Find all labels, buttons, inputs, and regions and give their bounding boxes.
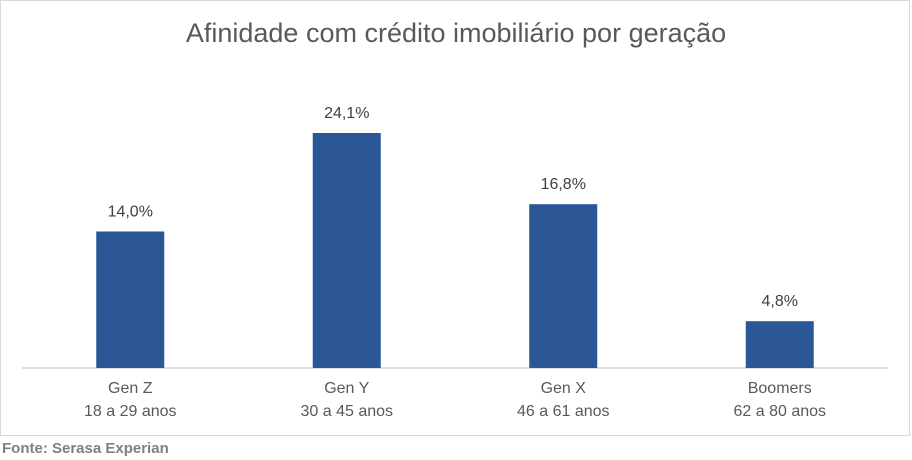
category-sublabel-0: 18 a 29 anos — [84, 403, 177, 420]
data-label-2: 16,8% — [541, 176, 586, 193]
category-sublabel-2: 46 a 61 anos — [517, 403, 610, 420]
bar-3 — [745, 321, 814, 368]
category-label-0: Gen Z — [108, 380, 153, 397]
source-note: Fonte: Serasa Experian — [2, 440, 169, 457]
category-sublabel-1: 30 a 45 anos — [300, 403, 393, 420]
category-label-3: Boomers — [748, 380, 812, 397]
bar-chart: 14,0% Gen Z 18 a 29 anos 24,1% Gen Y 30 a 45 … — [22, 105, 888, 420]
data-label-1: 24,1% — [324, 105, 369, 122]
chart-title: Afinidade com crédito imobiliário por ge… — [185, 18, 727, 48]
data-label-3: 4,8% — [762, 293, 798, 310]
category-label-2: Gen X — [541, 380, 587, 397]
bar-0 — [96, 231, 165, 368]
category-label-1: Gen Y — [324, 380, 369, 397]
bar-2 — [529, 204, 598, 368]
data-label-0: 14,0% — [108, 203, 153, 220]
bar-1 — [312, 133, 381, 368]
category-sublabel-3: 62 a 80 anos — [733, 403, 826, 420]
